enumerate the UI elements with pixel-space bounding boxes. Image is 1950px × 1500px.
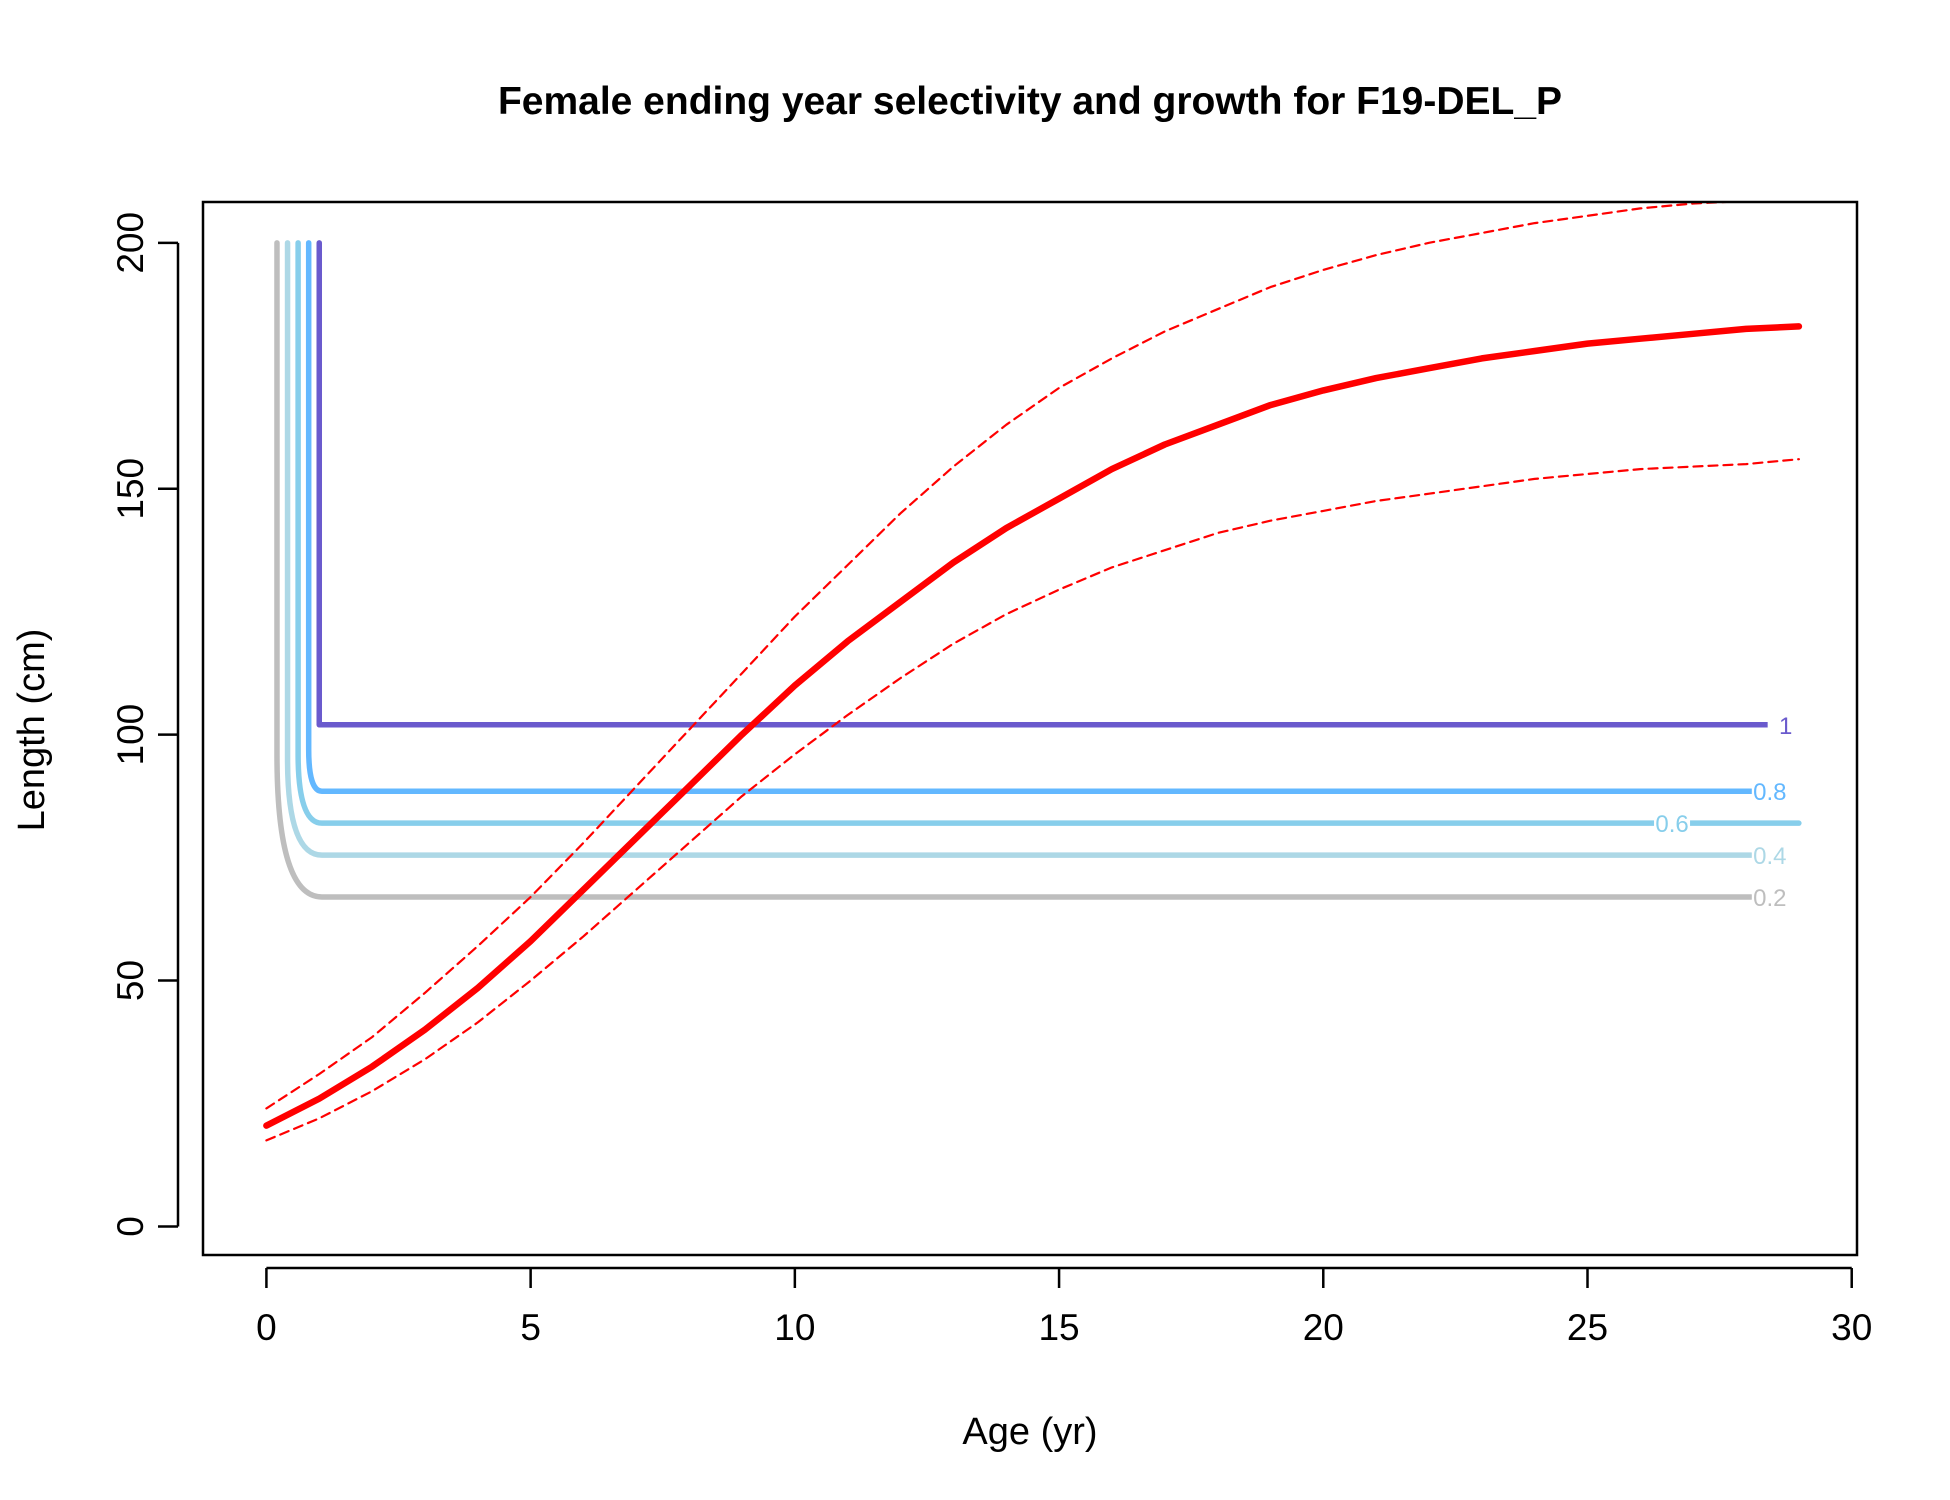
y-tick-label: 100 bbox=[110, 704, 151, 766]
y-tick-label: 50 bbox=[110, 960, 151, 1001]
x-tick-label: 30 bbox=[1831, 1307, 1872, 1348]
contour-label-bg bbox=[1767, 710, 1804, 739]
contour-label-bg bbox=[1751, 777, 1788, 806]
contour-label-0.4: 0.4 bbox=[1753, 843, 1786, 870]
contour-label-bg bbox=[1654, 809, 1691, 838]
chart-title: Female ending year selectivity and growt… bbox=[498, 80, 1562, 123]
contour-label-1: 1 bbox=[1779, 713, 1792, 740]
y-axis-label: Length (cm) bbox=[11, 629, 53, 832]
y-tick-label: 150 bbox=[110, 458, 151, 520]
plot-lines bbox=[263, 202, 1804, 1142]
x-tick-label: 10 bbox=[774, 1307, 815, 1348]
contour-label-bg bbox=[1751, 841, 1788, 870]
x-tick-label: 15 bbox=[1038, 1307, 1079, 1348]
contour-label-0.2: 0.2 bbox=[1753, 885, 1786, 912]
selectivity-contour-1 bbox=[316, 240, 1773, 728]
x-axis: 0 5 10 15 20 25 30 bbox=[256, 1266, 1872, 1348]
growth-mean-line bbox=[263, 323, 1803, 1129]
selectivity-contour-0.4 bbox=[284, 240, 1755, 858]
plot-frame bbox=[201, 200, 1859, 1257]
growth-lower-ci-line bbox=[265, 458, 1801, 1142]
selectivity-contour-0.6 bbox=[295, 240, 1802, 826]
selectivity-contour-0.2 bbox=[274, 240, 1755, 900]
contour-label-0.8: 0.8 bbox=[1753, 779, 1786, 806]
y-axis: 0 50 100 150 200 bbox=[110, 212, 180, 1237]
x-axis-label: Age (yr) bbox=[962, 1411, 1097, 1453]
x-tick-label: 5 bbox=[520, 1307, 541, 1348]
contour-label-0.6: 0.6 bbox=[1655, 811, 1688, 838]
x-tick-label: 20 bbox=[1303, 1307, 1344, 1348]
x-tick-label: 0 bbox=[256, 1307, 277, 1348]
y-tick-label: 200 bbox=[110, 212, 151, 274]
x-tick-label: 25 bbox=[1567, 1307, 1608, 1348]
selectivity-contour-0.8 bbox=[305, 240, 1755, 794]
y-tick-label: 0 bbox=[110, 1216, 151, 1237]
growth-upper-ci-line bbox=[265, 202, 1749, 1110]
contour-label-bg bbox=[1751, 882, 1788, 911]
